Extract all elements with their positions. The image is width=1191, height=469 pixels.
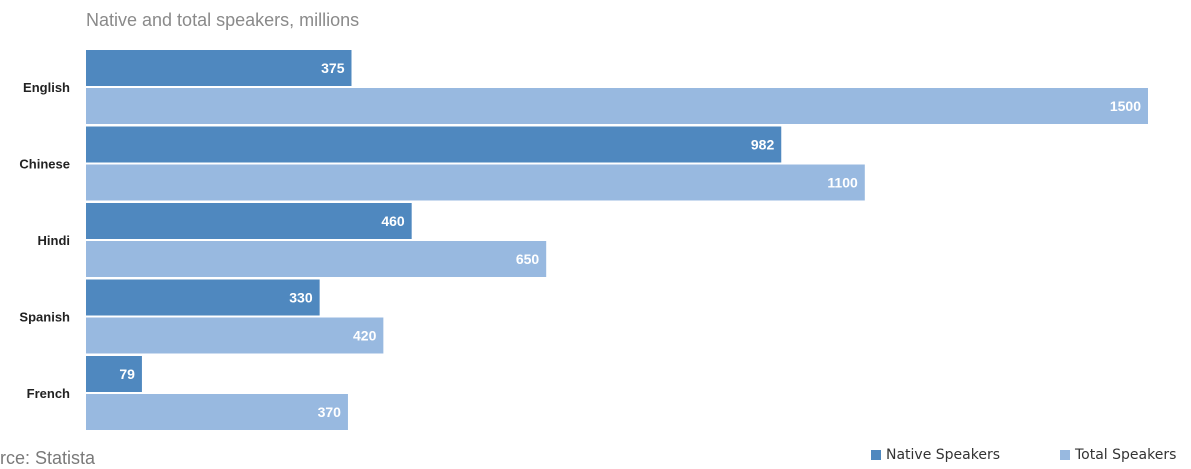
bar-total-speakers-chinese xyxy=(86,164,865,201)
data-label-native-speakers-chinese: 982 xyxy=(751,137,775,153)
bar-native-speakers-french xyxy=(86,356,142,392)
category-label-chinese: Chinese xyxy=(19,157,70,172)
bar-chart: English 375 1500 Chinese 982 1100 Hindi 460 650 S… xyxy=(19,50,1148,430)
data-label-native-speakers-hindi: 460 xyxy=(381,213,405,229)
legend-label-native: Native Speakers xyxy=(886,447,1001,463)
source-note: urce: Statista xyxy=(0,448,96,468)
data-label-total-speakers-chinese: 1100 xyxy=(827,175,858,191)
bar-native-speakers-english xyxy=(86,50,352,86)
data-label-total-speakers-spanish: 420 xyxy=(353,328,377,344)
data-label-total-speakers-english: 1500 xyxy=(1110,98,1141,114)
data-label-native-speakers-english: 375 xyxy=(321,60,345,76)
data-label-native-speakers-spanish: 330 xyxy=(289,290,313,306)
bar-native-speakers-chinese xyxy=(86,126,782,163)
chart-title: Native and total speakers, millions xyxy=(86,10,360,30)
category-label-english: English xyxy=(23,80,70,95)
legend-swatch-native xyxy=(871,450,881,460)
data-label-total-speakers-french: 370 xyxy=(318,404,342,420)
data-label-native-speakers-french: 79 xyxy=(119,366,135,382)
bar-total-speakers-french xyxy=(86,394,348,430)
bar-native-speakers-spanish xyxy=(86,279,320,316)
category-label-hindi: Hindi xyxy=(38,233,71,248)
legend-item-native: Native Speakers xyxy=(871,447,1000,463)
bar-total-speakers-hindi xyxy=(86,241,547,277)
legend-item-total: Total Speakers xyxy=(1060,447,1176,463)
legend-swatch-total xyxy=(1060,450,1070,460)
bar-total-speakers-english xyxy=(86,88,1148,124)
category-label-spanish: Spanish xyxy=(19,310,70,325)
category-label-french: French xyxy=(27,386,70,401)
legend-label-total: Total Speakers xyxy=(1075,447,1177,463)
bar-native-speakers-hindi xyxy=(86,203,412,239)
bar-total-speakers-spanish xyxy=(86,317,384,354)
data-label-total-speakers-hindi: 650 xyxy=(516,251,540,267)
